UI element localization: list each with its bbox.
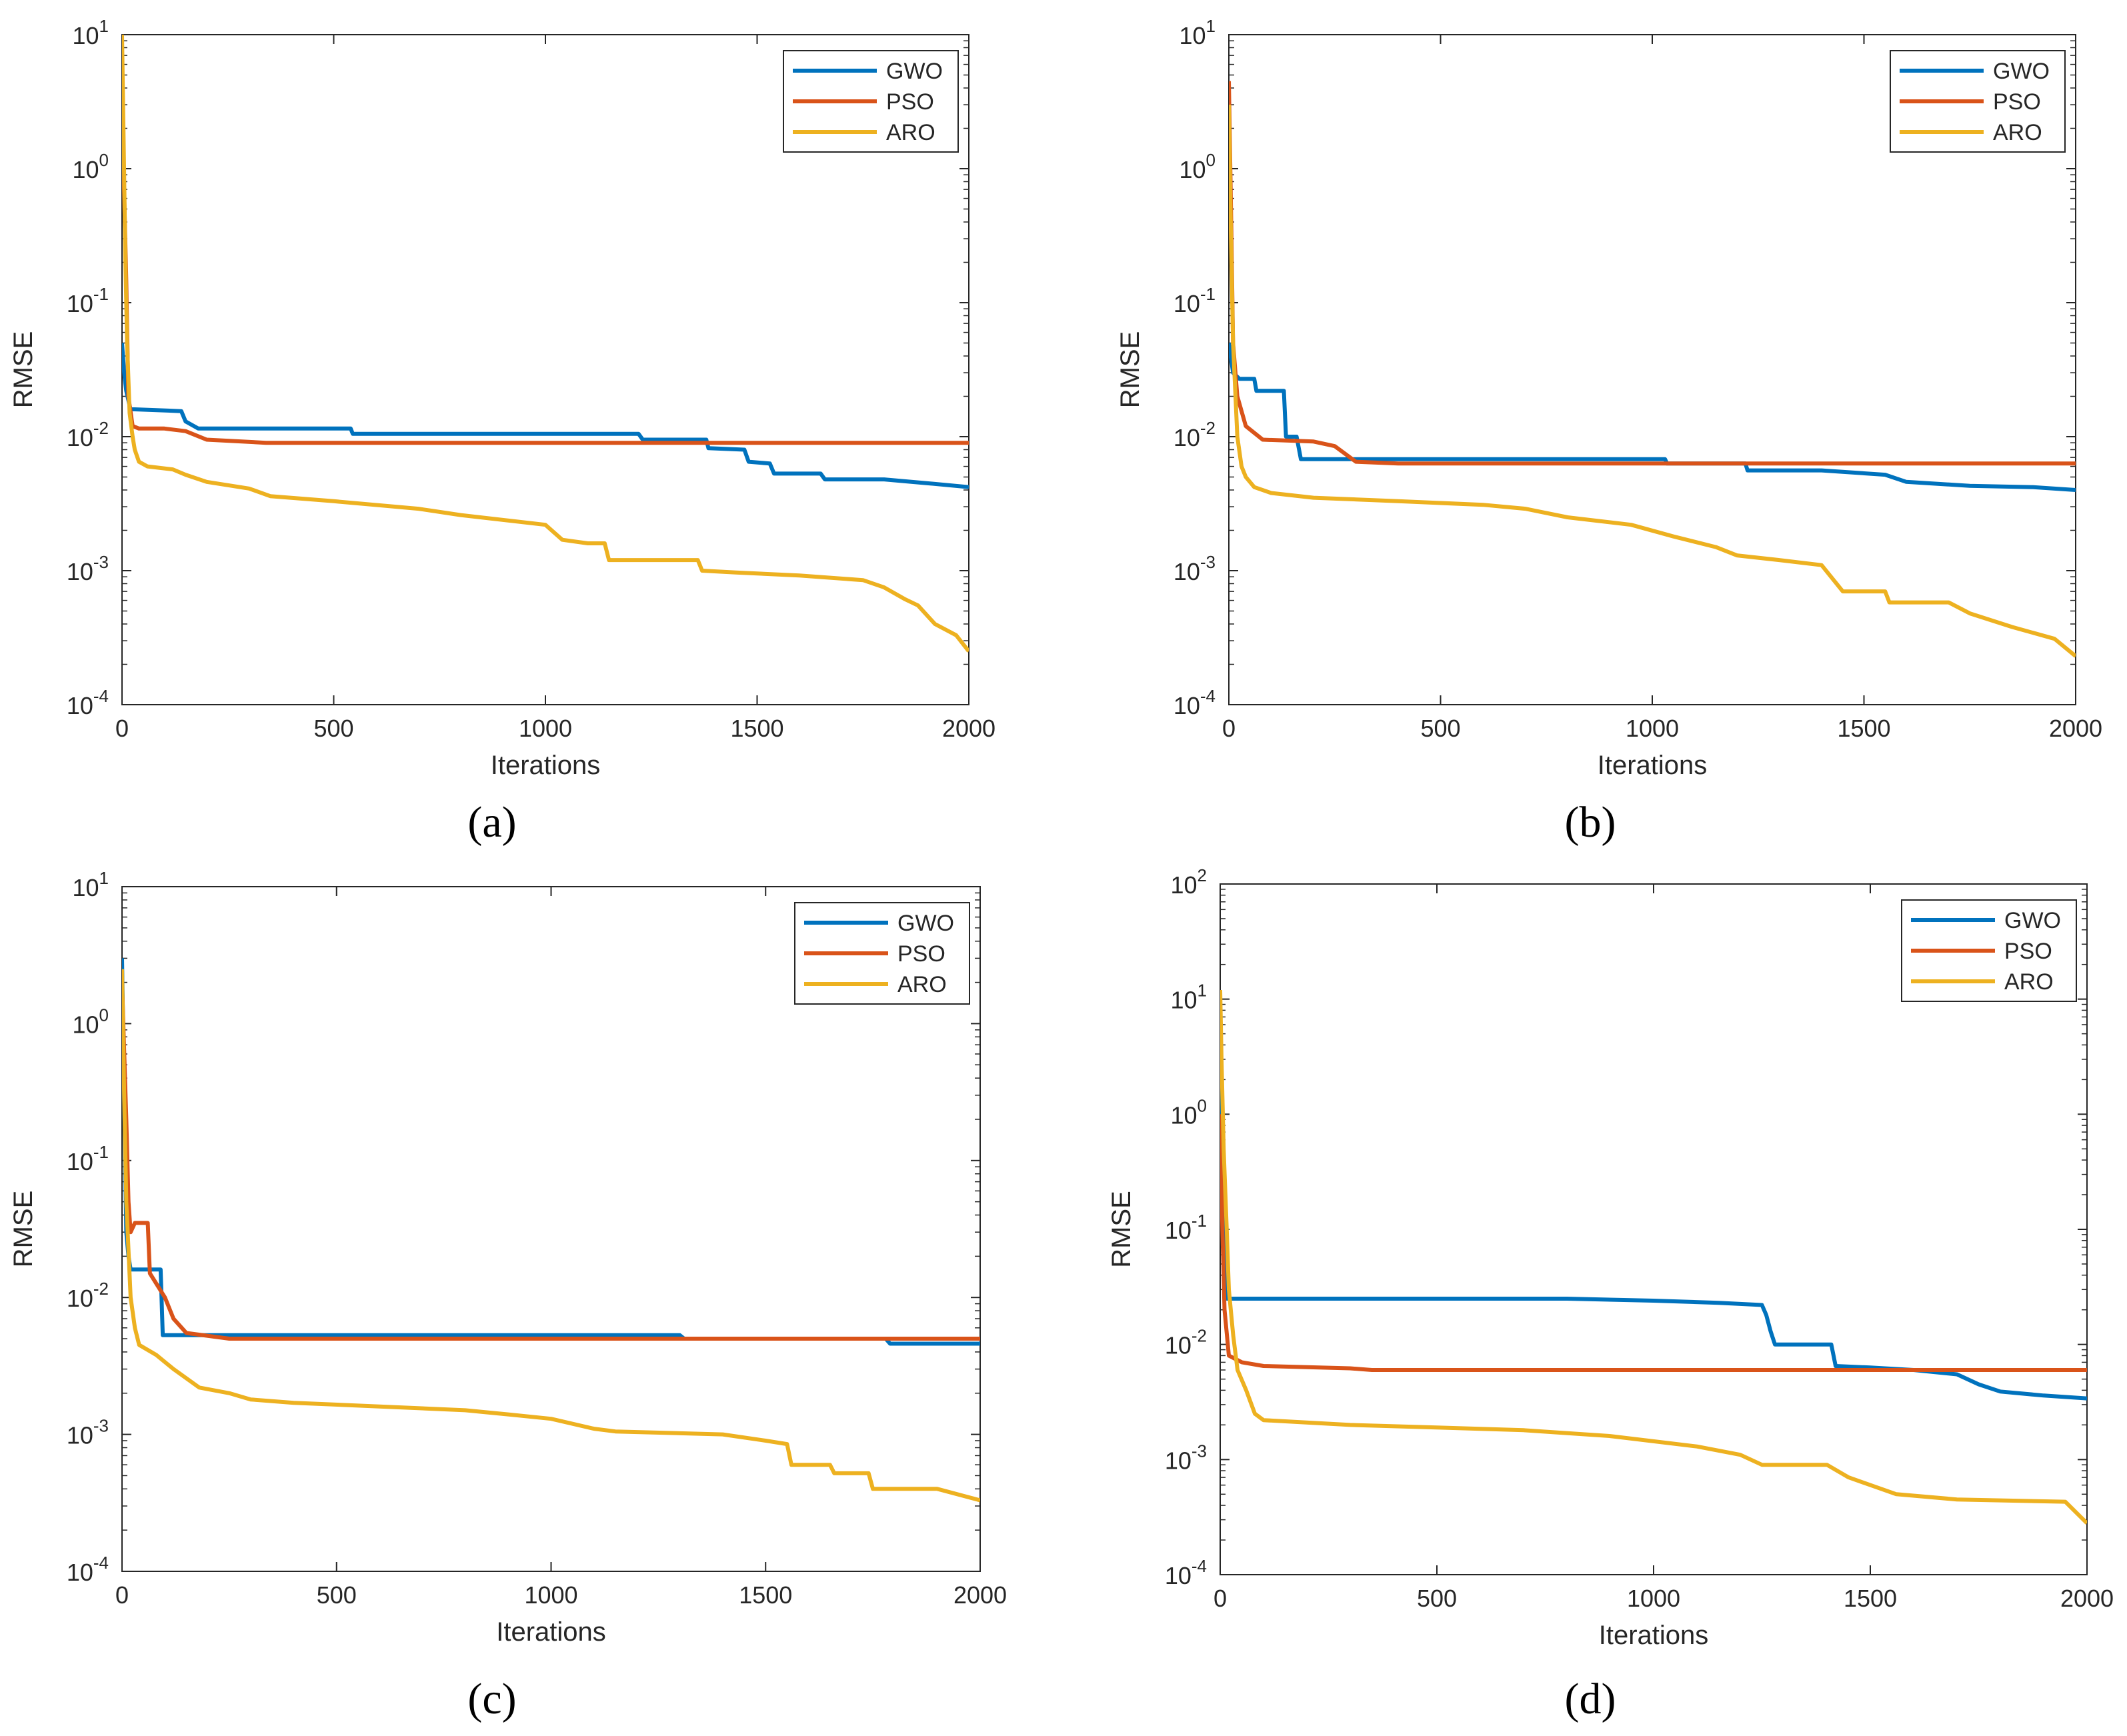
x-axis-label: Iterations	[491, 751, 601, 780]
y-tick-label: 10-2	[1174, 418, 1216, 451]
y-tick-label: 10-4	[67, 686, 109, 719]
x-tick-label: 0	[115, 1581, 129, 1609]
x-tick-label: 1500	[1837, 715, 1890, 742]
series-line-pso	[122, 982, 980, 1341]
series-line-aro	[1220, 989, 2087, 1525]
y-tick-label: 10-2	[67, 418, 109, 451]
legend-label-aro: ARO	[886, 120, 935, 145]
y-tick-label: 10-4	[1165, 1556, 1207, 1589]
y-tick-label: 10-3	[67, 552, 109, 585]
subplot-d: (d) 0 500 1000 1500 2000 10-4 10-3 10-2 10-1 100 1…	[1107, 865, 2114, 1723]
legend-label-pso: PSO	[886, 89, 934, 115]
y-tick-label: 101	[72, 16, 109, 49]
series-line-aro	[122, 35, 969, 653]
y-tick-label: 10-1	[67, 1142, 109, 1175]
subplot-c: (c) 0 500 1000 1500 2000 10-4 10-3 10-2 10-1 100 1…	[9, 868, 1007, 1723]
series-line-aro	[122, 969, 980, 1503]
x-tick-label: 2000	[2060, 1585, 2114, 1612]
x-tick-label: 1500	[730, 715, 783, 742]
legend-label-pso: PSO	[1993, 89, 2041, 115]
panel-label-b: (b)	[1565, 798, 1616, 847]
y-axis-label: RMSE	[9, 1191, 38, 1268]
x-tick-label: 500	[1420, 715, 1460, 742]
legend-label-gwo: GWO	[2004, 908, 2061, 933]
legend-label-gwo: GWO	[886, 59, 943, 84]
legend-label-aro: ARO	[2004, 969, 2054, 995]
x-tick-label: 500	[1417, 1585, 1457, 1612]
series-line-gwo	[1229, 343, 2076, 492]
y-tick-label: 100	[1170, 1095, 1207, 1129]
x-tick-label: 500	[317, 1581, 357, 1609]
y-tick-label: 101	[72, 868, 109, 901]
y-tick-label: 100	[1179, 150, 1216, 183]
legend-label-pso: PSO	[2004, 939, 2052, 964]
x-tick-label: 2000	[2049, 715, 2102, 742]
y-tick-label: 10-3	[1174, 552, 1216, 585]
x-tick-label: 1000	[1626, 715, 1679, 742]
x-tick-label: 2000	[942, 715, 995, 742]
y-tick-label: 102	[1170, 865, 1207, 899]
series-line-gwo	[1220, 1059, 2087, 1401]
y-tick-label: 10-2	[67, 1279, 109, 1312]
legend-label-gwo: GWO	[897, 911, 954, 936]
subplot-b: (b) 0 500 1000 1500 2000 10-4 10-3 10-2 10-1 100 1…	[1116, 16, 2102, 847]
series-line-aro	[1229, 105, 2076, 658]
panel-label-a: (a)	[467, 798, 516, 847]
x-tick-label: 1000	[519, 715, 572, 742]
y-tick-label: 10-3	[1165, 1441, 1207, 1474]
legend-label-gwo: GWO	[1993, 59, 2050, 84]
y-tick-label: 10-4	[1174, 686, 1216, 719]
x-tick-label: 1500	[739, 1581, 792, 1609]
panel-label-d: (d)	[1565, 1675, 1616, 1723]
x-axis-label: Iterations	[1599, 1621, 1709, 1650]
y-tick-label: 100	[72, 1005, 109, 1038]
legend-label-aro: ARO	[1993, 120, 2042, 145]
y-tick-label: 100	[72, 150, 109, 183]
series-line-gwo	[122, 343, 969, 489]
x-axis-label: Iterations	[496, 1617, 606, 1647]
series-line-pso	[1220, 1114, 2087, 1372]
x-tick-label: 1500	[1844, 1585, 1897, 1612]
y-tick-label: 101	[1179, 16, 1216, 49]
y-tick-label: 10-4	[67, 1553, 109, 1586]
x-tick-label: 1000	[1627, 1585, 1680, 1612]
y-tick-label: 10-3	[67, 1416, 109, 1449]
y-axis-label: RMSE	[9, 331, 38, 409]
subplot-a: (a) 0 500 1000 1500 2000 10-4 10-3 10-2 10-1 100 1…	[9, 16, 995, 847]
y-tick-label: 10-1	[1165, 1211, 1207, 1244]
x-tick-label: 2000	[953, 1581, 1007, 1609]
x-tick-label: 0	[115, 715, 129, 742]
x-tick-label: 0	[1214, 1585, 1227, 1612]
y-axis-label: RMSE	[1116, 331, 1145, 409]
x-tick-label: 1000	[524, 1581, 577, 1609]
y-tick-label: 10-2	[1165, 1326, 1207, 1359]
y-tick-label: 101	[1170, 981, 1207, 1014]
x-tick-label: 500	[313, 715, 353, 742]
x-axis-label: Iterations	[1598, 751, 1708, 780]
y-tick-label: 10-1	[67, 284, 109, 317]
x-tick-label: 0	[1222, 715, 1236, 742]
legend-label-aro: ARO	[897, 972, 947, 997]
y-tick-label: 10-1	[1174, 284, 1216, 317]
y-axis-label: RMSE	[1107, 1191, 1136, 1268]
panel-label-c: (c)	[467, 1675, 516, 1723]
legend-label-pso: PSO	[897, 941, 945, 967]
